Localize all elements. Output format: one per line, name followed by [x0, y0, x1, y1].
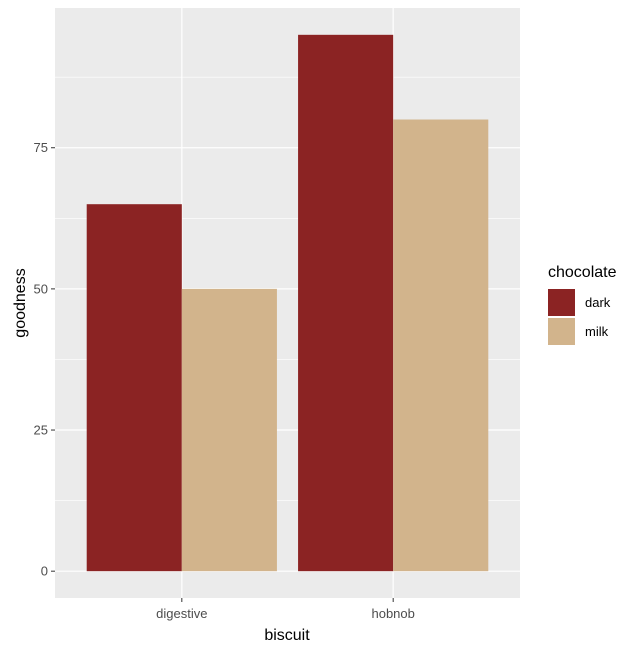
- bar-dark-digestive: [86, 204, 182, 572]
- y-tick-label: 0: [41, 564, 48, 579]
- bar-milk-digestive: [181, 288, 277, 572]
- x-tick-label: digestive: [156, 606, 207, 621]
- bar-dark-hobnob: [298, 34, 394, 572]
- legend: chocolate dark milk: [548, 264, 617, 345]
- bar-milk-hobnob: [393, 119, 489, 572]
- y-tick-label: 75: [34, 140, 48, 155]
- legend-label: milk: [585, 324, 609, 339]
- x-tick-label: hobnob: [371, 606, 414, 621]
- legend-key-dark: [548, 289, 575, 316]
- legend-label: dark: [585, 295, 611, 310]
- x-axis-label: biscuit: [264, 627, 310, 644]
- y-tick-label: 25: [34, 423, 48, 438]
- y-axis-label: goodness: [12, 268, 29, 337]
- legend-key-milk: [548, 318, 575, 345]
- y-tick-label: 50: [34, 281, 48, 296]
- legend-title: chocolate: [548, 264, 617, 281]
